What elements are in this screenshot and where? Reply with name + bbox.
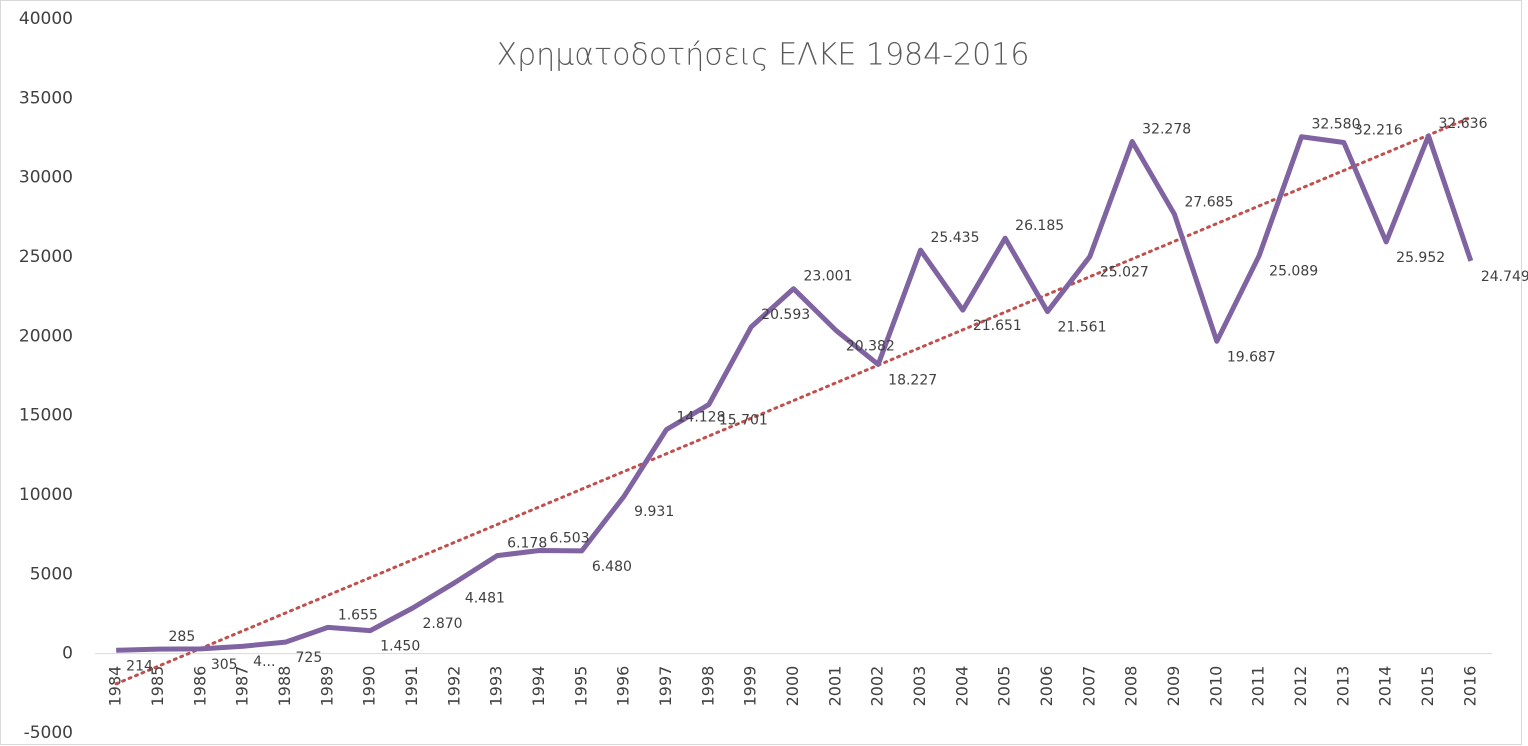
x-tick-label: 1988 <box>275 666 294 707</box>
data-label: 25.089 <box>1269 264 1318 280</box>
data-label: 25.027 <box>1100 265 1149 281</box>
x-tick-label: 1993 <box>487 666 506 707</box>
x-tick-label: 2003 <box>910 666 929 707</box>
data-label: 21.561 <box>1058 320 1107 336</box>
x-tick-label: 1989 <box>317 666 336 707</box>
data-label: 32.216 <box>1354 123 1403 139</box>
y-tick-label: 20000 <box>19 326 73 346</box>
x-tick-label: 1994 <box>529 666 548 707</box>
data-label: 4... <box>253 654 275 670</box>
data-label: 305 <box>211 657 238 673</box>
x-tick-label: 1999 <box>741 666 760 707</box>
chart-title: Χρηματοδοτήσεις ΕΛΚΕ 1984-2016 <box>497 38 1030 73</box>
data-label: 24.749 <box>1481 269 1528 285</box>
data-label: 214 <box>126 658 153 674</box>
x-tick-label: 1984 <box>106 666 125 707</box>
data-label: 32.278 <box>1142 122 1191 138</box>
x-tick-label: 2001 <box>825 666 844 707</box>
x-tick-label: 2004 <box>952 666 971 707</box>
x-tick-label: 1998 <box>698 666 717 707</box>
data-label: 285 <box>169 629 196 645</box>
data-label: 14.128 <box>677 410 726 426</box>
data-label: 26.185 <box>1015 218 1064 234</box>
data-label: 21.651 <box>973 318 1022 334</box>
x-tick-label: 2012 <box>1291 666 1310 707</box>
y-tick-label: 0 <box>62 644 73 664</box>
x-tick-label: 1991 <box>402 666 421 707</box>
x-tick-label: 1985 <box>148 666 167 707</box>
data-label: 32.580 <box>1312 117 1361 133</box>
data-line <box>116 133 1474 653</box>
data-label: 15.701 <box>719 413 768 429</box>
x-tick-label: 2011 <box>1249 666 1268 707</box>
x-tick-label: 1992 <box>444 666 463 707</box>
data-label: 20.593 <box>761 307 810 323</box>
data-label: 25.952 <box>1396 250 1445 266</box>
x-tick-label: 2014 <box>1376 666 1395 707</box>
data-label: 9.931 <box>634 504 674 520</box>
x-tick-label: 2013 <box>1333 666 1352 707</box>
x-tick-label: 1987 <box>233 666 252 707</box>
x-tick-label: 1986 <box>190 666 209 707</box>
data-label: 1.450 <box>380 639 420 655</box>
x-tick-label: 2005 <box>995 666 1014 707</box>
data-label: 27.685 <box>1185 194 1234 210</box>
y-tick-label: 30000 <box>19 168 73 188</box>
data-label: 4.481 <box>465 591 505 607</box>
x-tick-label: 2009 <box>1164 666 1183 707</box>
x-tick-label: 2007 <box>1079 666 1098 707</box>
data-label: 32.636 <box>1439 116 1488 132</box>
x-tick-label: 1997 <box>656 666 675 707</box>
x-tick-label: 2015 <box>1418 666 1437 707</box>
y-tick-label: 5000 <box>30 564 73 584</box>
x-tick-label: 2002 <box>868 666 887 707</box>
x-tick-label: 2010 <box>1206 666 1225 707</box>
x-tick-label: 2006 <box>1037 666 1056 707</box>
x-tick-label: 1995 <box>571 666 590 707</box>
y-tick-label: 10000 <box>19 485 73 505</box>
data-label: 2.870 <box>423 616 463 632</box>
data-label: 18.227 <box>888 372 937 388</box>
y-tick-label: 25000 <box>19 247 73 267</box>
data-label: 19.687 <box>1227 349 1276 365</box>
x-tick-label: 1990 <box>360 666 379 707</box>
x-tick-label: 2016 <box>1460 666 1479 707</box>
data-label: 6.178 <box>507 536 547 552</box>
data-label: 25.435 <box>931 230 980 246</box>
data-label: 6.480 <box>592 559 632 575</box>
x-tick-label: 1996 <box>614 666 633 707</box>
data-label: 20.382 <box>846 338 895 354</box>
data-label: 725 <box>296 650 323 666</box>
y-tick-label: -5000 <box>24 723 73 743</box>
data-label: 1.655 <box>338 607 378 623</box>
data-label: 23.001 <box>804 269 853 285</box>
trendline <box>114 115 1473 686</box>
y-tick-label: 40000 <box>19 9 73 29</box>
x-tick-label: 2008 <box>1122 666 1141 707</box>
data-label: 6.503 <box>550 530 590 546</box>
y-tick-label: 15000 <box>19 406 73 426</box>
x-tick-label: 2000 <box>783 666 802 707</box>
y-tick-label: 35000 <box>19 88 73 108</box>
